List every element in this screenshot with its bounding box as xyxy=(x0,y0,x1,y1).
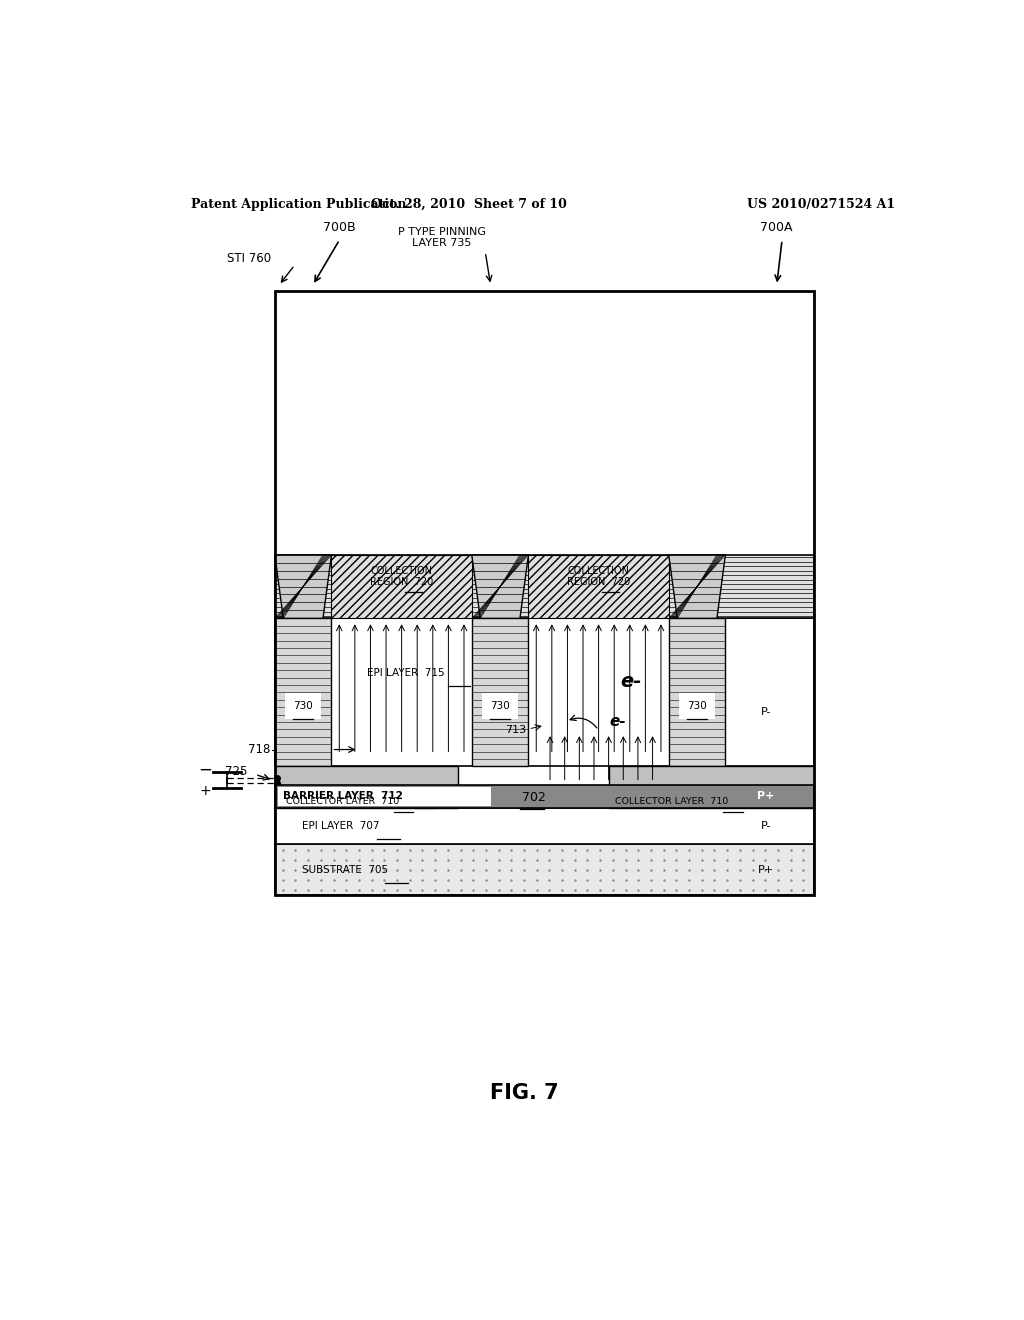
Text: 700A: 700A xyxy=(761,220,793,234)
Bar xyxy=(274,290,814,895)
Text: COLLECTION
REGION  720: COLLECTION REGION 720 xyxy=(370,565,433,587)
Text: 702: 702 xyxy=(522,791,546,804)
Text: −: − xyxy=(199,760,212,779)
Text: P+: P+ xyxy=(758,865,774,875)
Text: 730: 730 xyxy=(490,701,510,711)
Text: 730: 730 xyxy=(687,701,707,711)
Text: 700B: 700B xyxy=(324,220,356,234)
Text: COLLECTOR LAYER  710: COLLECTOR LAYER 710 xyxy=(286,797,399,805)
Text: EPI LAYER  707: EPI LAYER 707 xyxy=(302,821,379,830)
Bar xyxy=(482,693,518,719)
Bar xyxy=(274,554,814,618)
Text: +: + xyxy=(200,784,211,799)
Bar xyxy=(285,693,322,719)
Polygon shape xyxy=(472,554,528,618)
Bar xyxy=(274,808,814,843)
Text: COLLECTION
REGION  720: COLLECTION REGION 720 xyxy=(567,565,630,587)
Text: 725: 725 xyxy=(224,764,247,777)
Text: P-: P- xyxy=(761,708,771,717)
Text: SUBSTRATE  705: SUBSTRATE 705 xyxy=(302,865,388,875)
Text: P TYPE PINNING
LAYER 735: P TYPE PINNING LAYER 735 xyxy=(398,227,486,248)
Text: e-: e- xyxy=(621,672,642,692)
Bar xyxy=(528,554,669,618)
Text: BARRIER LAYER  712: BARRIER LAYER 712 xyxy=(283,791,402,801)
Text: Oct. 28, 2010  Sheet 7 of 10: Oct. 28, 2010 Sheet 7 of 10 xyxy=(372,198,567,211)
Bar xyxy=(278,787,490,805)
Text: 713: 713 xyxy=(505,725,525,735)
Bar xyxy=(472,618,528,767)
Polygon shape xyxy=(274,554,332,618)
Text: COLLECTOR LAYER  710: COLLECTOR LAYER 710 xyxy=(614,797,728,805)
Text: Patent Application Publication: Patent Application Publication xyxy=(191,198,407,211)
Text: STI 760: STI 760 xyxy=(226,252,270,264)
Bar xyxy=(274,618,332,767)
Text: US 2010/0271524 A1: US 2010/0271524 A1 xyxy=(748,198,895,211)
Text: 730: 730 xyxy=(293,701,313,711)
Bar xyxy=(274,767,459,808)
Text: FIG. 7: FIG. 7 xyxy=(490,1084,559,1104)
Bar xyxy=(274,618,814,767)
Text: 718: 718 xyxy=(249,743,270,756)
Bar xyxy=(609,767,814,808)
Text: EPI LAYER  715: EPI LAYER 715 xyxy=(367,668,444,677)
Bar xyxy=(274,843,814,895)
Text: P+: P+ xyxy=(757,791,774,801)
Text: P-: P- xyxy=(761,821,771,830)
Bar xyxy=(669,618,725,767)
Bar xyxy=(679,693,716,719)
Text: e-: e- xyxy=(609,714,626,729)
Polygon shape xyxy=(669,554,725,618)
Bar xyxy=(274,784,814,808)
Bar xyxy=(332,554,472,618)
